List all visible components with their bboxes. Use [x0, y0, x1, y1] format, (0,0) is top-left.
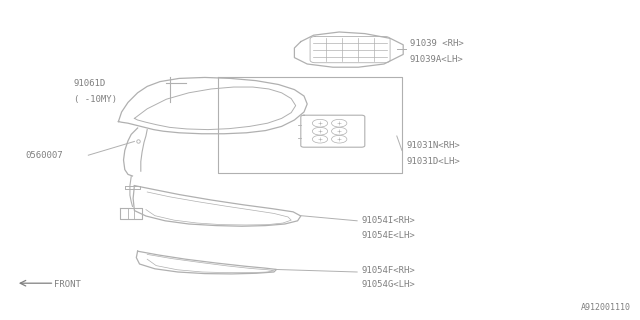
Text: 91031N<RH>: 91031N<RH> — [406, 141, 460, 150]
Text: 91054I<RH>: 91054I<RH> — [362, 216, 415, 225]
Text: A912001110: A912001110 — [580, 303, 630, 312]
Text: 91054F<RH>: 91054F<RH> — [362, 266, 415, 275]
Text: ( -10MY): ( -10MY) — [74, 95, 116, 104]
Text: 91039 <RH>: 91039 <RH> — [410, 39, 463, 48]
Text: 91061D: 91061D — [74, 79, 106, 88]
Text: FRONT: FRONT — [54, 280, 81, 289]
Text: 91031D<LH>: 91031D<LH> — [406, 157, 460, 166]
Text: 91039A<LH>: 91039A<LH> — [410, 55, 463, 64]
Text: 91054E<LH>: 91054E<LH> — [362, 231, 415, 240]
Text: 91054G<LH>: 91054G<LH> — [362, 280, 415, 289]
Text: 0560007: 0560007 — [26, 151, 63, 160]
